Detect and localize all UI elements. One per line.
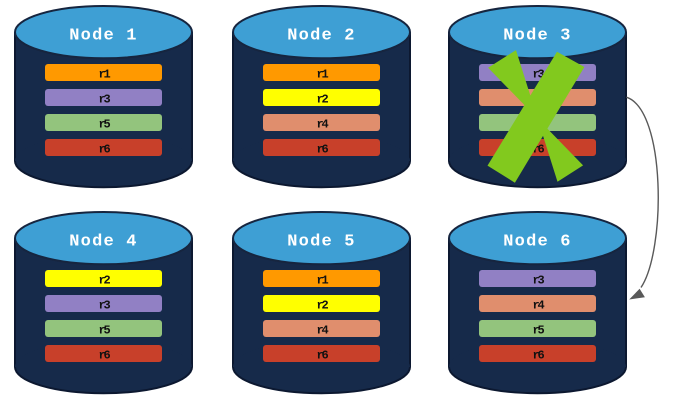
svg-text:Node 3: Node 3 (503, 27, 571, 46)
svg-text:Node 1: Node 1 (69, 27, 137, 46)
svg-text:Node 5: Node 5 (287, 233, 355, 252)
svg-text:Node 2: Node 2 (287, 27, 355, 46)
svg-text:Node 6: Node 6 (503, 233, 571, 252)
svg-text:Node 4: Node 4 (69, 233, 137, 252)
